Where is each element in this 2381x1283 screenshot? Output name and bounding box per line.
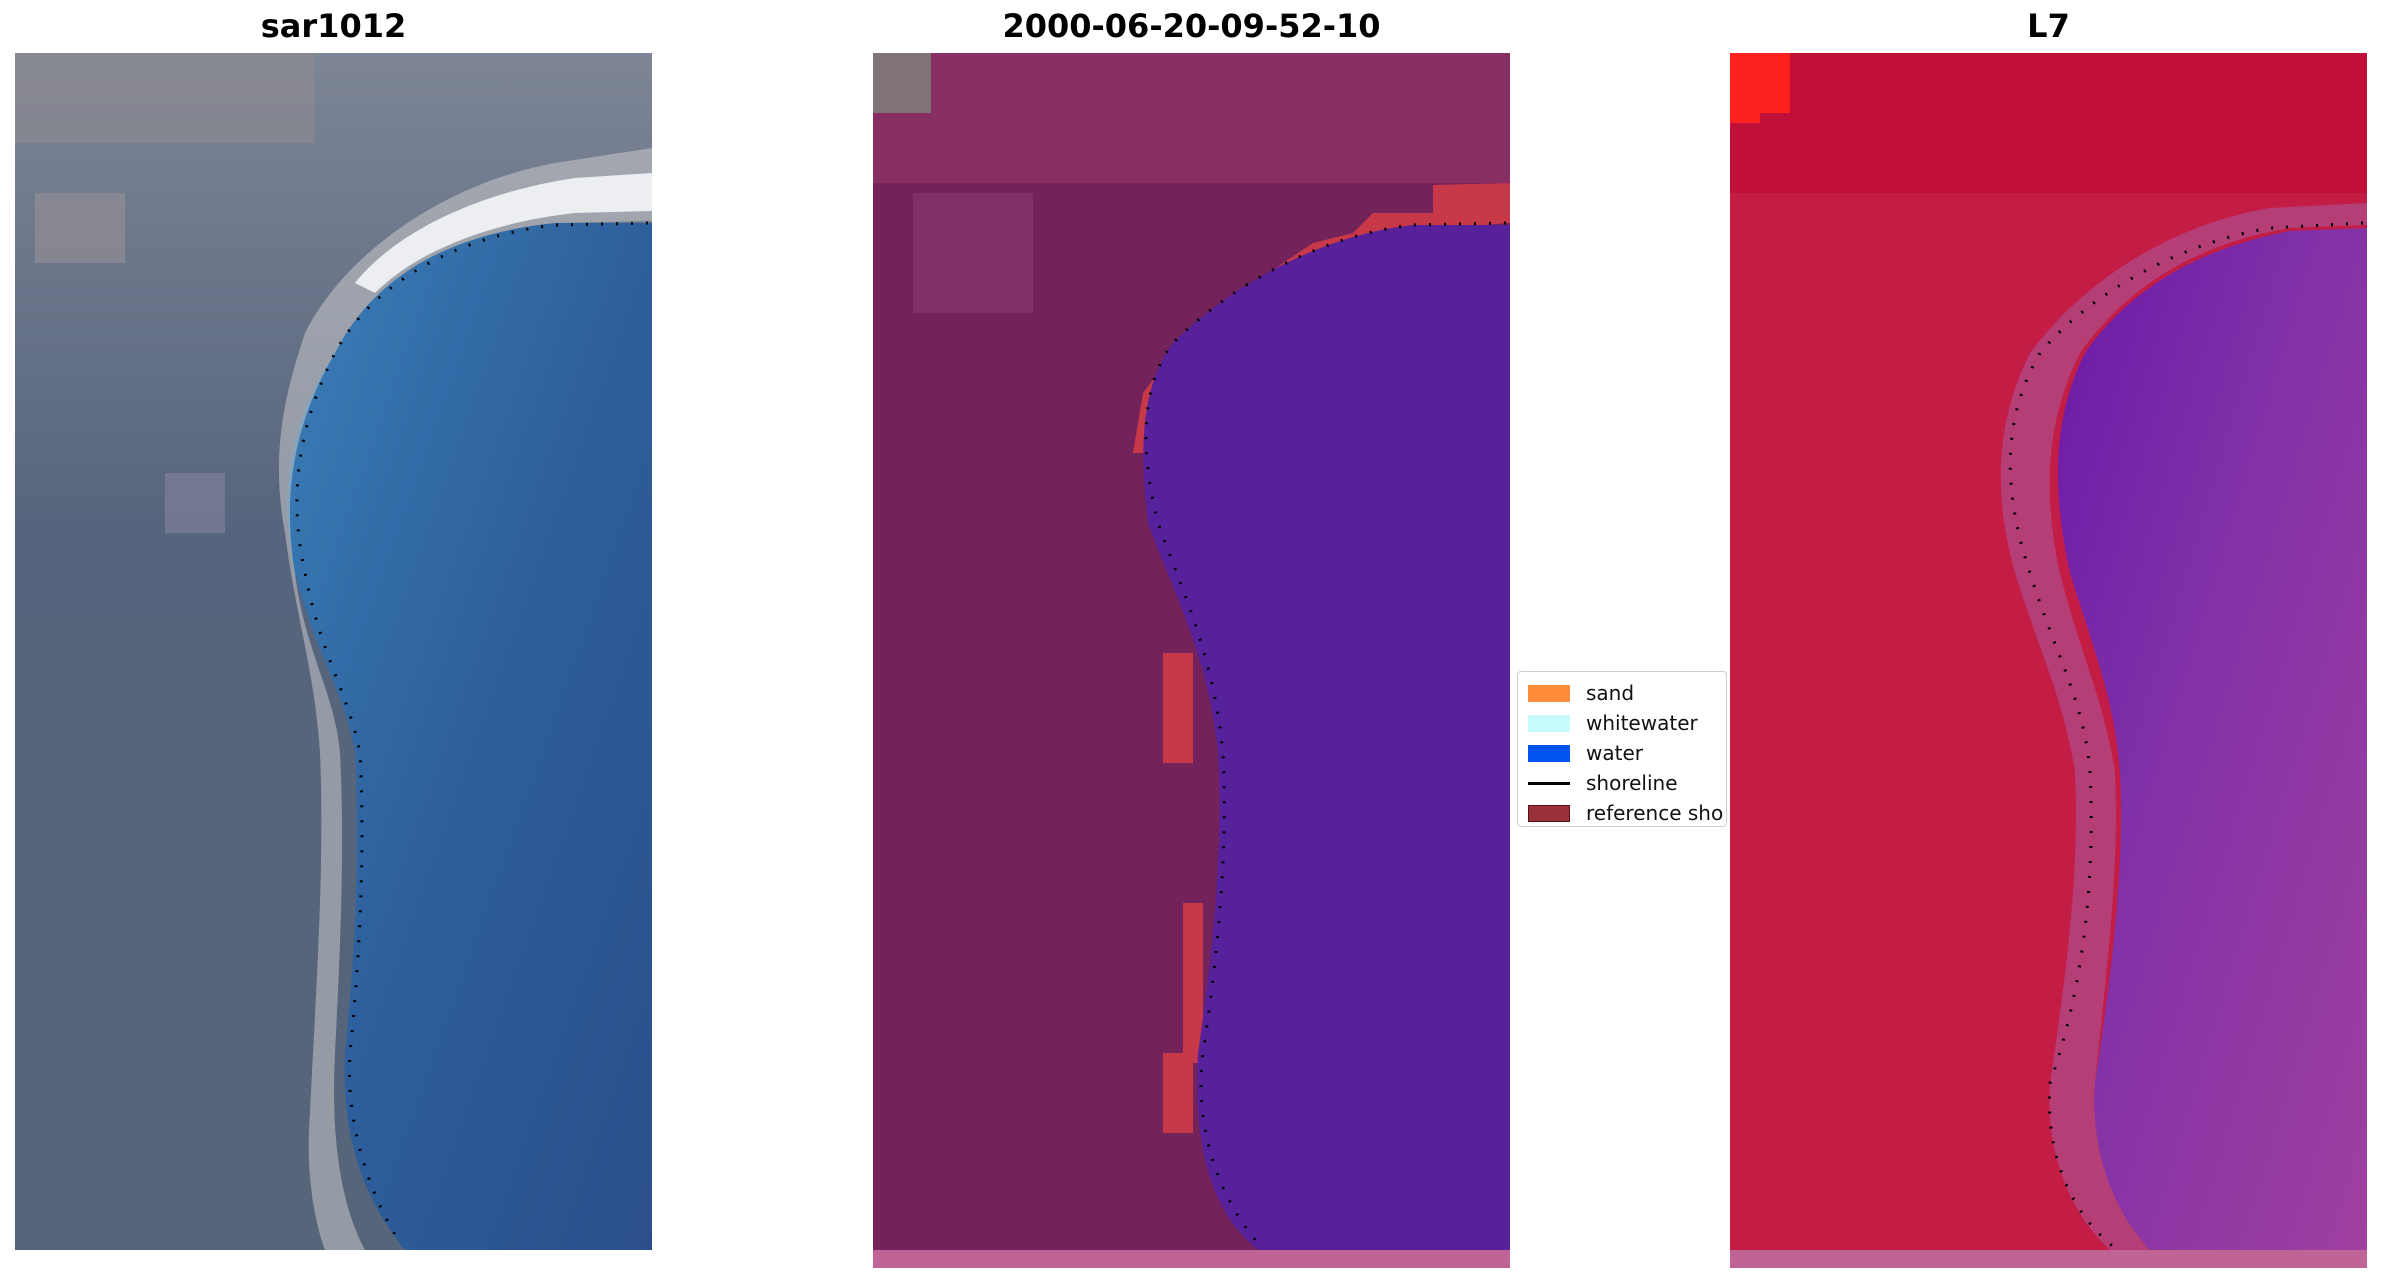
reference-shoreline-swatch xyxy=(1528,804,1570,822)
rgb-satellite-image xyxy=(15,53,652,1250)
shoreline-line xyxy=(1528,781,1570,785)
legend-item-whitewater: whitewater xyxy=(1528,710,1698,736)
water-swatch xyxy=(1528,744,1570,762)
panel-title-index: L7 xyxy=(2027,7,2070,45)
sand-swatch xyxy=(1528,684,1570,702)
legend-label: shoreline xyxy=(1586,771,1678,795)
panel-title-rgb: sar1012 xyxy=(260,7,407,45)
legend-label: water xyxy=(1586,741,1643,765)
index-image xyxy=(1730,53,2367,1268)
legend-label: whitewater xyxy=(1586,711,1698,735)
legend-item-sand: sand xyxy=(1528,680,1634,706)
legend-label: reference sho xyxy=(1586,801,1724,825)
legend-item-reference-shoreline: reference sho xyxy=(1528,800,1723,826)
legend-label: sand xyxy=(1586,681,1635,705)
legend: sand whitewater water shoreline referenc… xyxy=(1517,671,1727,827)
whitewater-swatch xyxy=(1528,714,1570,732)
legend-item-shoreline: shoreline xyxy=(1528,770,1678,796)
panel-title-classified: 2000-06-20-09-52-10 xyxy=(1002,7,1381,45)
legend-item-water: water xyxy=(1528,740,1643,766)
classified-image xyxy=(873,53,1510,1268)
